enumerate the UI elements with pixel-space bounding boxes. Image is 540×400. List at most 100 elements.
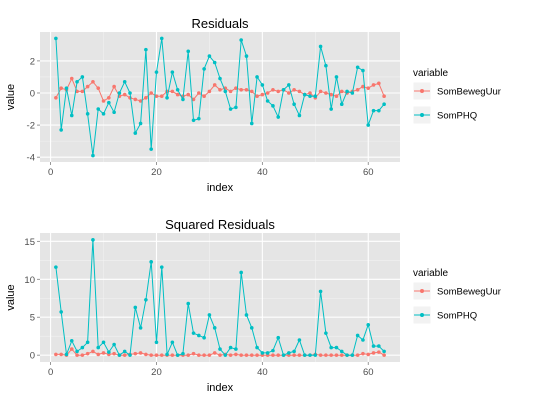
data-point-somphq — [249, 121, 254, 126]
data-point-somphq — [165, 96, 169, 100]
data-point-somphq — [318, 44, 323, 49]
data-point-somphq — [207, 313, 212, 317]
data-point-sombeweguur — [202, 353, 206, 357]
y-axis-label: value — [5, 84, 17, 110]
data-point-somphq — [260, 351, 265, 355]
data-point-somphq — [186, 301, 191, 306]
data-point-somphq — [345, 353, 349, 357]
data-point-somphq — [324, 63, 328, 68]
data-point-sombeweguur — [101, 351, 106, 355]
data-point-somphq — [255, 345, 259, 350]
x-tick-label: 0 — [48, 167, 53, 178]
data-point-somphq — [292, 102, 296, 107]
data-point-sombeweguur — [292, 87, 296, 92]
data-point-somphq — [355, 333, 360, 338]
data-point-somphq — [85, 340, 90, 345]
data-point-somphq — [117, 91, 122, 95]
data-point-somphq — [265, 351, 270, 355]
data-point-somphq — [175, 353, 180, 357]
data-point-somphq — [202, 335, 206, 340]
data-point-somphq — [329, 345, 333, 350]
data-point-sombeweguur — [186, 353, 191, 357]
data-point-somphq — [366, 123, 371, 127]
data-point-sombeweguur — [96, 86, 101, 90]
data-point-sombeweguur — [144, 352, 148, 357]
data-point-somphq — [339, 349, 344, 354]
data-point-somphq — [292, 349, 296, 354]
squared-residuals-chart: 0 20 40 60 0 5 10 15 Squared Residuals index value… — [5, 217, 501, 394]
data-point-sombeweguur — [54, 352, 58, 357]
data-point-somphq — [122, 349, 127, 354]
legend-key-point — [420, 89, 424, 93]
data-point-sombeweguur — [154, 94, 159, 98]
data-point-sombeweguur — [308, 91, 312, 95]
data-point-somphq — [112, 342, 116, 347]
data-point-sombeweguur — [149, 353, 153, 357]
x-tick-label: 60 — [363, 367, 374, 378]
data-point-somphq — [186, 49, 191, 54]
data-point-sombeweguur — [329, 353, 333, 357]
data-point-somphq — [345, 89, 349, 94]
data-point-sombeweguur — [297, 89, 302, 94]
data-point-sombeweguur — [75, 353, 79, 357]
data-point-somphq — [223, 89, 228, 94]
data-point-somphq — [382, 102, 386, 107]
data-point-sombeweguur — [255, 353, 259, 357]
data-point-somphq — [80, 345, 85, 350]
data-point-sombeweguur — [334, 94, 339, 98]
data-point-sombeweguur — [175, 92, 180, 97]
data-point-somphq — [334, 345, 339, 350]
data-point-sombeweguur — [191, 351, 196, 356]
data-point-sombeweguur — [355, 87, 360, 92]
data-point-somphq — [249, 326, 254, 330]
data-point-sombeweguur — [59, 86, 63, 90]
data-point-sombeweguur — [234, 352, 238, 357]
x-tick-label: 40 — [257, 167, 268, 178]
data-point-somphq — [276, 115, 281, 119]
data-point-sombeweguur — [355, 353, 360, 357]
data-point-somphq — [91, 153, 95, 158]
data-point-sombeweguur — [80, 353, 85, 357]
data-point-sombeweguur — [260, 92, 265, 97]
x-tick-label: 40 — [257, 367, 268, 378]
data-point-sombeweguur — [228, 89, 233, 94]
data-point-sombeweguur — [297, 353, 302, 357]
data-point-somphq — [212, 60, 217, 65]
y-tick-label: 2 — [30, 56, 35, 67]
data-point-somphq — [212, 326, 217, 330]
data-point-somphq — [112, 110, 116, 115]
data-point-somphq — [255, 75, 259, 79]
data-point-somphq — [313, 94, 318, 98]
data-point-sombeweguur — [154, 353, 159, 357]
data-point-sombeweguur — [85, 351, 90, 356]
data-point-somphq — [297, 338, 302, 342]
data-point-sombeweguur — [228, 353, 233, 357]
data-point-somphq — [377, 108, 381, 113]
y-tick-label: 0 — [30, 351, 35, 362]
data-point-sombeweguur — [318, 353, 323, 357]
data-point-somphq — [197, 116, 201, 121]
y-tick-label: 0 — [30, 88, 35, 99]
data-point-somphq — [318, 289, 323, 294]
data-point-sombeweguur — [191, 97, 196, 102]
data-point-sombeweguur — [339, 353, 344, 357]
data-point-somphq — [107, 100, 111, 105]
chart-title: Squared Residuals — [165, 217, 275, 232]
data-point-somphq — [329, 107, 333, 111]
data-point-somphq — [371, 108, 376, 113]
data-point-sombeweguur — [324, 353, 328, 357]
data-point-sombeweguur — [80, 89, 85, 94]
data-point-somphq — [128, 353, 132, 357]
y-tick-label: 10 — [24, 275, 35, 286]
legend-key-point — [420, 289, 424, 293]
data-point-somphq — [297, 113, 302, 118]
data-point-sombeweguur — [138, 99, 143, 103]
data-point-sombeweguur — [361, 84, 365, 89]
data-point-somphq — [149, 147, 153, 151]
legend-title: variable — [413, 268, 448, 279]
data-point-somphq — [197, 333, 201, 338]
data-point-somphq — [170, 340, 175, 345]
data-point-somphq — [59, 310, 63, 314]
data-point-somphq — [350, 353, 355, 357]
data-point-somphq — [117, 353, 122, 357]
